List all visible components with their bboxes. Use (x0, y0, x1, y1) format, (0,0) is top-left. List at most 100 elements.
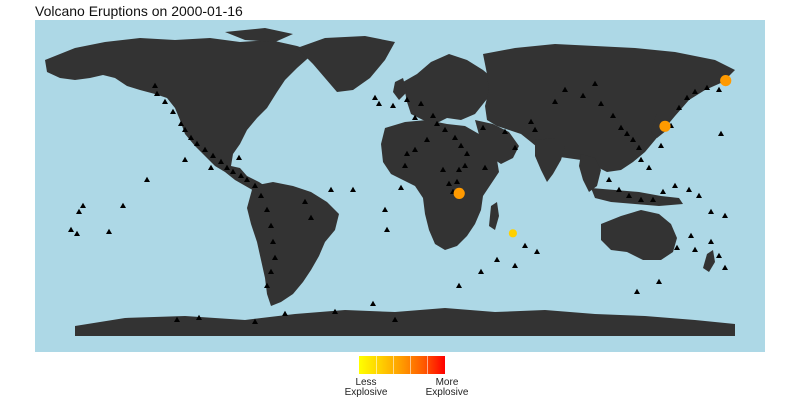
volcano-triangle-icon (282, 310, 288, 316)
volcano-triangle-icon (442, 126, 448, 132)
volcano-triangle-icon (462, 162, 468, 168)
volcano-triangle-icon (188, 134, 194, 140)
volcano-triangle-icon (634, 288, 640, 294)
volcano-triangle-icon (402, 162, 408, 168)
volcano-triangle-icon (646, 164, 652, 170)
volcano-triangle-icon (502, 128, 508, 134)
volcano-triangle-icon (552, 98, 558, 104)
volcano-triangle-icon (494, 256, 500, 262)
legend-tick (376, 356, 377, 374)
volcano-triangle-icon (244, 176, 250, 182)
india-landmass (535, 138, 565, 182)
volcano-triangle-icon (308, 214, 314, 220)
volcano-triangle-icon (418, 100, 424, 106)
legend-high-line1: More (435, 377, 459, 388)
volcano-triangle-icon (350, 186, 356, 192)
volcano-triangle-icon (630, 136, 636, 142)
volcano-triangle-icon (390, 102, 396, 108)
africa-landmass (381, 120, 499, 250)
volcano-triangle-icon (464, 150, 470, 156)
volcano-triangle-icon (456, 282, 462, 288)
antarctica-landmass (75, 308, 735, 336)
eruption-markers (453, 75, 732, 238)
volcano-triangle-icon (534, 248, 540, 254)
volcano-triangle-icon (404, 150, 410, 156)
volcano-triangle-icon (272, 254, 278, 260)
volcano-triangle-icon (392, 316, 398, 322)
greenland-landmass (297, 36, 395, 92)
volcano-triangle-icon (258, 192, 264, 198)
britain-landmass (393, 78, 407, 100)
world-map (35, 20, 765, 352)
volcano-triangle-icon (328, 186, 334, 192)
new-zealand-landmass (703, 250, 715, 272)
legend-tick (427, 356, 428, 374)
volcano-triangle-icon (332, 308, 338, 314)
volcano-triangle-icon (704, 84, 710, 90)
legend-tick (410, 356, 411, 374)
volcano-triangle-icon (268, 222, 274, 228)
legend-tick (393, 356, 394, 374)
volcano-triangle-icon (376, 100, 382, 106)
south-america-landmass (247, 182, 339, 306)
volcano-triangle-icon (454, 178, 460, 184)
volcano-triangle-icon (152, 82, 158, 88)
volcano-triangle-icon (404, 96, 410, 102)
volcano-triangle-icon (178, 120, 184, 126)
volcano-triangle-icon (264, 282, 270, 288)
volcano-triangle-icon (696, 192, 702, 198)
eruption-marker[interactable] (508, 229, 517, 238)
volcano-triangle-icon (218, 158, 224, 164)
volcano-triangle-icon (412, 146, 418, 152)
volcano-triangle-icon (456, 166, 462, 172)
volcano-triangle-icon (716, 86, 722, 92)
volcano-triangle-icon (708, 238, 714, 244)
volcano-triangle-icon (434, 120, 440, 126)
volcano-triangle-icon (210, 152, 216, 158)
volcano-triangle-icon (174, 316, 180, 322)
volcano-triangle-icon (478, 268, 484, 274)
eruption-marker[interactable] (720, 75, 732, 87)
eruption-marker[interactable] (659, 120, 671, 132)
volcano-triangle-icon (170, 108, 176, 114)
southeast-asia-landmass (579, 154, 601, 192)
volcano-triangle-icon (716, 252, 722, 258)
volcano-triangle-icon (106, 228, 112, 234)
volcano-triangle-icon (684, 94, 690, 100)
eruption-marker[interactable] (453, 187, 465, 199)
volcano-triangle-icon (624, 130, 630, 136)
volcano-triangle-icon (68, 226, 74, 232)
volcano-triangle-icon (512, 144, 518, 150)
legend-high-line2: Explosive (425, 387, 469, 398)
volcano-triangle-icon (76, 208, 82, 214)
arabia-landmass (475, 120, 519, 164)
volcano-triangle-icon (208, 164, 214, 170)
landmasses (45, 28, 735, 336)
madagascar-landmass (489, 202, 499, 230)
volcano-triangle-icon (638, 156, 644, 162)
volcano-triangle-icon (440, 166, 446, 172)
volcano-triangle-icon (658, 142, 664, 148)
volcano-triangle-icon (182, 126, 188, 132)
volcano-triangle-icon (430, 112, 436, 118)
volcano-triangle-icon (656, 278, 662, 284)
volcano-triangle-icon (154, 90, 160, 96)
legend-low-line1: Less (355, 377, 377, 388)
volcano-triangle-icon (398, 184, 404, 190)
volcano-triangle-icon (196, 314, 202, 320)
legend-low-label: Less Explosive (331, 378, 401, 398)
volcano-triangle-icon (120, 202, 126, 208)
volcano-triangle-icon (660, 188, 666, 194)
volcano-triangle-icon (532, 126, 538, 132)
north-america-landmass (45, 38, 315, 198)
volcano-triangle-icon (162, 98, 168, 104)
volcano-triangle-icon (722, 264, 728, 270)
volcano-triangle-icon (382, 206, 388, 212)
volcano-triangle-icon (270, 238, 276, 244)
volcano-triangle-icon (522, 242, 528, 248)
volcano-triangle-icon (424, 136, 430, 142)
volcano-triangle-icon (238, 172, 244, 178)
volcano-triangle-icon (80, 202, 86, 208)
volcano-triangle-icon (688, 232, 694, 238)
volcano-triangle-icon (618, 124, 624, 130)
